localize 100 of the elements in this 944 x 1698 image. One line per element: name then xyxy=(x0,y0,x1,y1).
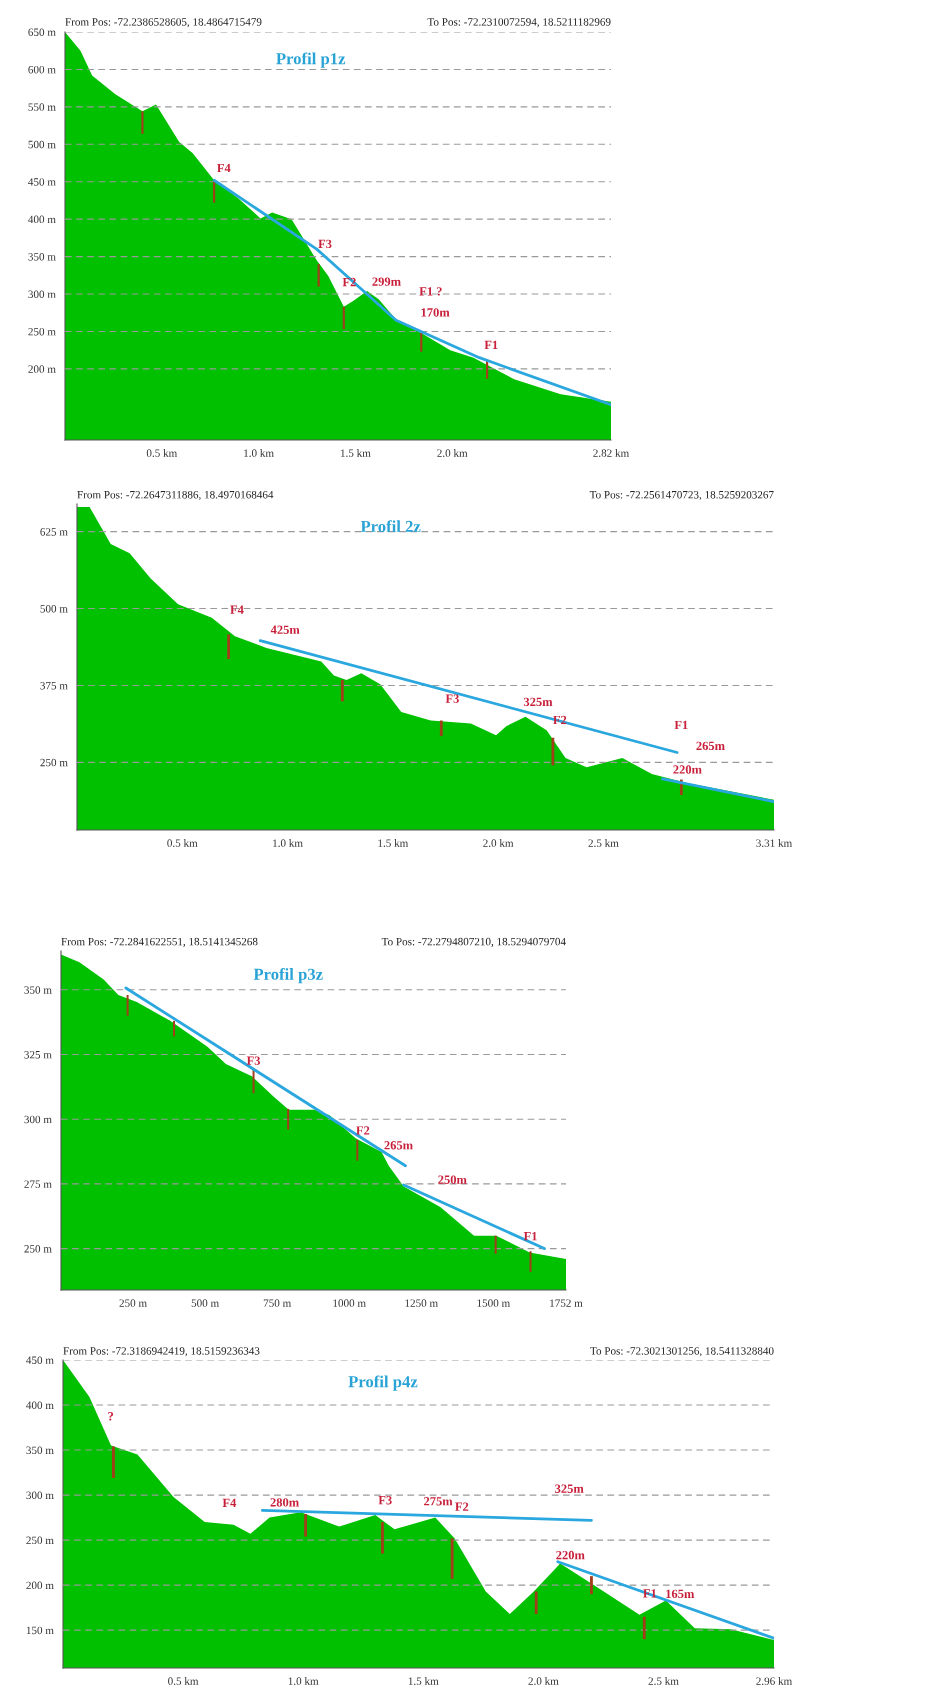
y-tick-label: 650 m xyxy=(28,28,56,36)
bar xyxy=(642,1616,646,1640)
y-tick-label: 150 m xyxy=(26,1626,54,1635)
y-tick-label: 375 m xyxy=(40,681,68,690)
annotation: 250m xyxy=(438,1175,467,1184)
bar xyxy=(439,720,443,736)
y-tick-label: 400 m xyxy=(28,215,56,224)
bar xyxy=(356,1139,359,1161)
y-tick-label: 300 m xyxy=(24,1115,52,1124)
y-tick-label: 550 m xyxy=(28,103,56,111)
annotation: 425m xyxy=(270,625,300,634)
annotation: 220m xyxy=(556,1550,585,1560)
annotation: 280m xyxy=(270,1498,299,1507)
x-tick-label: 1.5 km xyxy=(340,449,371,457)
text: From Pos: -72.2386528605, 18.4864715479 xyxy=(65,18,262,28)
annotation: F3 xyxy=(378,1496,392,1505)
text: Profil p3z xyxy=(253,967,323,984)
annotation: 325m xyxy=(555,1484,584,1493)
annotation: F2 xyxy=(553,715,567,725)
x-tick-label: 0.5 km xyxy=(168,1677,199,1685)
y-tick-label: 300 m xyxy=(26,1491,54,1500)
x-tick-label: 1.0 km xyxy=(273,839,303,847)
x-tick-label: 750 m xyxy=(263,1299,292,1307)
annotation: 170m xyxy=(421,308,450,317)
x-tick-label: 1250 m xyxy=(405,1299,438,1307)
y-tick-label: 500 m xyxy=(40,605,68,613)
y-tick-label: 300 m xyxy=(28,290,56,298)
x-tick-label: 1.0 km xyxy=(244,449,274,457)
annotation: F3 xyxy=(246,1056,261,1065)
x-tick-label: 2.82 km xyxy=(593,449,630,457)
y-tick-label: 450 m xyxy=(28,178,56,186)
x-tick-label: 0.5 km xyxy=(167,839,198,847)
x-tick-label: 2.0 km xyxy=(528,1677,559,1685)
text: To Pos: -72.2794807210, 18.5294079704 xyxy=(381,937,566,947)
y-tick-label: 250 m xyxy=(24,1245,52,1253)
x-tick-label: 1.5 km xyxy=(378,839,409,847)
text: From Pos: -72.3186942419, 18.5159236343 xyxy=(63,1347,260,1357)
annotation: 325m xyxy=(523,697,553,707)
x-tick-label: 2.5 km xyxy=(648,1677,679,1685)
x-tick-label: 250 m xyxy=(119,1299,147,1307)
bar xyxy=(317,264,320,287)
bar xyxy=(342,306,345,330)
annotation: F2 xyxy=(455,1502,469,1511)
y-tick-label: 625 m xyxy=(40,528,68,536)
text: To Pos: -72.2561470723, 18.5259203267 xyxy=(589,490,774,501)
x-tick-label: 1.5 km xyxy=(408,1677,439,1685)
bar xyxy=(252,1070,255,1094)
bar xyxy=(381,1522,384,1554)
annotation: 299m xyxy=(372,277,401,286)
annotation: F3 xyxy=(318,239,332,249)
bar xyxy=(126,994,129,1016)
y-tick-label: 350 m xyxy=(28,253,56,261)
x-tick-label: 2.0 km xyxy=(483,839,514,847)
y-tick-label: 275 m xyxy=(24,1180,52,1188)
x-tick-label: 3.31 km xyxy=(756,839,793,847)
text: Profil p4z xyxy=(348,1375,418,1391)
line-series xyxy=(212,178,611,407)
y-tick-label: 200 m xyxy=(28,365,56,373)
text: To Pos: -72.2310072594, 18.5211182969 xyxy=(427,18,611,28)
annotation: ? xyxy=(108,1412,114,1421)
bar xyxy=(172,1020,175,1037)
bar xyxy=(227,634,231,659)
x-tick-label: 1.0 km xyxy=(288,1677,319,1685)
annotation: F4 xyxy=(217,163,231,173)
x-tick-label: 0.5 km xyxy=(146,449,178,457)
annotation: F1 ? xyxy=(419,287,442,296)
annotation: 265m xyxy=(696,741,725,751)
x-tick-label: 1752 m xyxy=(550,1299,583,1307)
y-tick-label: 600 m xyxy=(28,65,56,74)
text: From Pos: -72.2647311886, 18.4970168464 xyxy=(77,490,274,501)
x-tick-label: 500 m xyxy=(191,1299,219,1307)
y-tick-label: 250 m xyxy=(28,327,56,336)
y-tick-label: 450 m xyxy=(26,1356,54,1364)
annotation: F4 xyxy=(222,1498,237,1507)
bar xyxy=(141,111,144,134)
annotation: F1 xyxy=(484,340,498,350)
y-tick-label: 400 m xyxy=(26,1401,54,1409)
y-tick-label: 250 m xyxy=(40,758,68,767)
bar xyxy=(112,1446,115,1478)
annotation: F1 xyxy=(643,1589,657,1598)
bar xyxy=(590,1576,593,1595)
x-tick-label: 2.5 km xyxy=(588,839,619,847)
annotation: F4 xyxy=(230,605,244,614)
annotation: F1 xyxy=(523,1232,537,1241)
y-tick-label: 500 m xyxy=(28,140,56,149)
annotation: F1 xyxy=(674,720,688,730)
bar xyxy=(340,679,344,702)
annotation: F2 xyxy=(356,1126,370,1135)
bar xyxy=(534,1591,538,1614)
text: From Pos: -72.2841622551, 18.5141345268 xyxy=(61,937,258,947)
y-tick-label: 350 m xyxy=(24,986,52,994)
bar xyxy=(529,1251,532,1272)
text: To Pos: -72.3021301256, 18.5411328840 xyxy=(590,1347,774,1357)
annotation: F3 xyxy=(445,694,459,703)
x-tick-label: 2.0 km xyxy=(437,449,468,457)
x-tick-label: 1000 m xyxy=(333,1299,366,1307)
y-tick-label: 350 m xyxy=(26,1446,54,1455)
y-tick-label: 200 m xyxy=(26,1581,54,1590)
bar xyxy=(287,1108,290,1130)
y-tick-label: 325 m xyxy=(24,1051,52,1059)
